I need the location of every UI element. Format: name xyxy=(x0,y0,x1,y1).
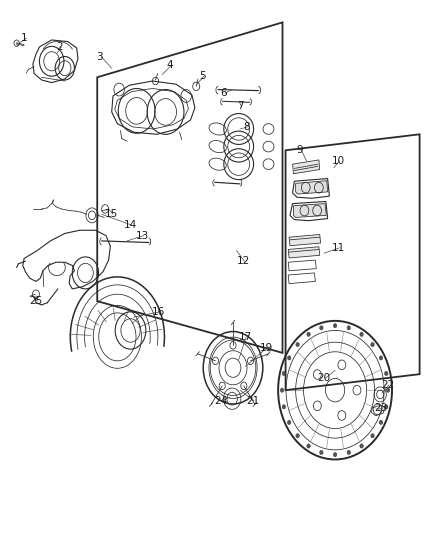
Text: 11: 11 xyxy=(332,243,345,253)
Circle shape xyxy=(333,324,337,328)
Text: 24: 24 xyxy=(215,396,228,406)
Circle shape xyxy=(347,450,350,455)
Circle shape xyxy=(379,356,383,360)
Circle shape xyxy=(296,434,299,438)
Text: 15: 15 xyxy=(105,209,118,219)
Circle shape xyxy=(320,450,323,455)
Circle shape xyxy=(371,434,374,438)
Text: 13: 13 xyxy=(136,231,149,240)
Text: 10: 10 xyxy=(332,156,345,166)
Text: 4: 4 xyxy=(166,60,173,70)
Text: 22: 22 xyxy=(381,380,394,390)
Text: 6: 6 xyxy=(220,88,227,98)
Polygon shape xyxy=(293,160,320,174)
Polygon shape xyxy=(296,181,328,194)
Circle shape xyxy=(307,332,311,336)
Text: 3: 3 xyxy=(96,52,103,62)
Polygon shape xyxy=(288,247,320,258)
Text: 5: 5 xyxy=(199,71,206,81)
Text: 12: 12 xyxy=(237,256,250,266)
Circle shape xyxy=(287,356,291,360)
Text: 8: 8 xyxy=(243,122,250,132)
Circle shape xyxy=(333,453,337,457)
Text: 14: 14 xyxy=(124,220,137,230)
Text: 7: 7 xyxy=(237,101,244,110)
Text: 2: 2 xyxy=(56,42,63,52)
Text: 17: 17 xyxy=(239,332,252,342)
Polygon shape xyxy=(293,204,326,217)
Circle shape xyxy=(371,342,374,346)
Text: 21: 21 xyxy=(247,396,260,406)
Circle shape xyxy=(386,388,390,392)
Circle shape xyxy=(385,405,388,409)
Text: 19: 19 xyxy=(260,343,273,352)
Circle shape xyxy=(296,342,299,346)
Text: 23: 23 xyxy=(374,403,388,413)
Circle shape xyxy=(307,444,310,448)
Circle shape xyxy=(282,372,286,376)
Polygon shape xyxy=(289,235,321,246)
Text: 25: 25 xyxy=(29,296,42,306)
Circle shape xyxy=(320,326,323,330)
Text: 9: 9 xyxy=(297,146,304,155)
Text: 16: 16 xyxy=(152,307,165,317)
Circle shape xyxy=(287,420,291,424)
Circle shape xyxy=(385,372,388,376)
Circle shape xyxy=(282,405,286,409)
Circle shape xyxy=(379,420,383,425)
Circle shape xyxy=(360,332,364,336)
Text: 1: 1 xyxy=(21,34,28,43)
Circle shape xyxy=(347,326,350,330)
Circle shape xyxy=(280,388,284,392)
Text: 20: 20 xyxy=(318,374,331,383)
Circle shape xyxy=(360,444,364,448)
